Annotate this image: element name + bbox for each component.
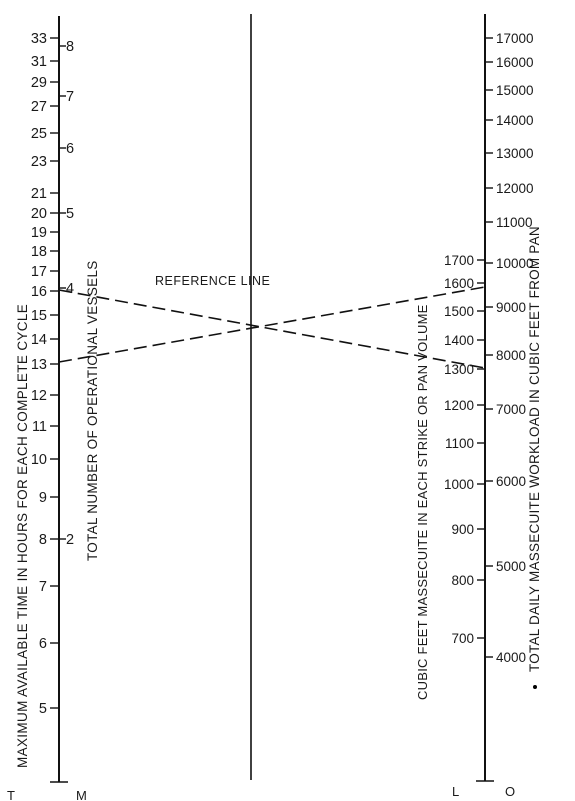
o-tick-label: 12000	[496, 181, 534, 196]
t-tick-label: 13	[31, 357, 47, 373]
l-tick-label: 1100	[445, 436, 474, 451]
example-line-2	[58, 286, 486, 363]
t-tick-label: 16	[31, 284, 47, 300]
l-tick-label: 1300	[444, 362, 474, 377]
t-tick-label: 14	[31, 332, 47, 348]
t-scale-ticks: 33 31 29 27 25 23 21 20 19 18 17 16 15 14 13 12 11 10 9 8 7 6…	[31, 31, 59, 717]
t-tick-label: 18	[31, 244, 47, 260]
l-tick-label: 1400	[444, 333, 474, 348]
o-tick-label: 15000	[496, 83, 534, 98]
l-scale-ticks: 1700 1600 1500 1400 1300 1200 1100 1000 900 800 70…	[444, 253, 485, 646]
t-tick-label: 25	[31, 126, 47, 142]
t-tick-label: 5	[39, 701, 47, 717]
m-scale-ticks: 8 7 6 5 4 2	[59, 39, 74, 548]
o-tick-label: 13000	[496, 146, 534, 161]
t-tick-label: 12	[31, 388, 47, 404]
o-tick-label: 9000	[496, 300, 526, 315]
t-tick-label: 15	[31, 308, 47, 324]
t-tick-label: 9	[39, 490, 47, 506]
o-tick-label: 14000	[496, 113, 534, 128]
o-scale-ticks: 17000 16000 15000 14000 13000 12000 11000 10000…	[485, 31, 534, 665]
o-tick-label: 5000	[496, 559, 526, 574]
o-tick-label: 7000	[496, 402, 526, 417]
o-scale-title: TOTAL DAILY MASSECUITE WORKLOAD IN CUBIC…	[527, 226, 542, 672]
t-tick-label: 19	[31, 225, 47, 241]
m-tick-label: 2	[66, 532, 74, 548]
l-scale-title: CUBIC FEET MASSECUITE IN EACH STRIKE OR …	[415, 304, 430, 700]
o-tick-label: 4000	[496, 650, 526, 665]
example-line-1	[58, 289, 486, 369]
l-tick-label: 900	[451, 522, 474, 537]
o-scale-letter: O	[505, 784, 515, 799]
l-tick-label: 1500	[444, 304, 474, 319]
t-tick-label: 6	[39, 636, 47, 652]
t-tick-label: 8	[39, 532, 47, 548]
m-tick-label: 5	[66, 206, 74, 222]
o-tick-label: 6000	[496, 474, 526, 489]
m-tick-label: 7	[66, 89, 74, 105]
t-tick-label: 21	[31, 186, 47, 202]
o-tick-label: 11000	[496, 215, 533, 230]
l-tick-label: 700	[451, 631, 474, 646]
t-tick-label: 33	[31, 31, 47, 47]
reference-line-label: REFERENCE LINE	[155, 274, 270, 288]
t-tick-label: 20	[31, 206, 47, 222]
l-tick-label: 1700	[444, 253, 474, 268]
o-tick-label: 8000	[496, 348, 526, 363]
t-tick-label: 11	[32, 419, 47, 435]
t-scale-title: MAXIMUM AVAILABLE TIME IN HOURS FOR EACH…	[15, 304, 30, 768]
t-tick-label: 27	[31, 99, 47, 115]
m-scale-title: TOTAL NUMBER OF OPERATIONAL VESSELS	[85, 260, 100, 561]
bullet-mark	[533, 685, 537, 689]
m-tick-label: 8	[66, 39, 74, 55]
l-tick-label: 1000	[444, 477, 474, 492]
l-tick-label: 1600	[444, 276, 474, 291]
t-tick-label: 7	[39, 579, 47, 595]
t-tick-label: 23	[31, 154, 47, 170]
o-tick-label: 16000	[496, 55, 534, 70]
m-tick-label: 6	[66, 141, 74, 157]
o-tick-label: 17000	[496, 31, 534, 46]
l-tick-label: 1200	[444, 398, 474, 413]
o-tick-label: 10000	[496, 256, 534, 271]
l-scale-letter: L	[452, 784, 459, 799]
t-tick-label: 17	[31, 264, 47, 280]
m-scale-letter: M	[76, 788, 87, 801]
l-tick-label: 800	[451, 573, 474, 588]
t-tick-label: 10	[31, 452, 47, 468]
t-scale-letter: T	[7, 788, 15, 801]
t-tick-label: 31	[31, 54, 47, 70]
t-tick-label: 29	[31, 75, 47, 91]
m-tick-label: 4	[66, 281, 74, 297]
